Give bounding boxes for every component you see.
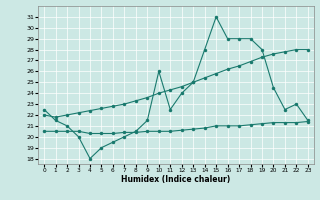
X-axis label: Humidex (Indice chaleur): Humidex (Indice chaleur) [121,175,231,184]
